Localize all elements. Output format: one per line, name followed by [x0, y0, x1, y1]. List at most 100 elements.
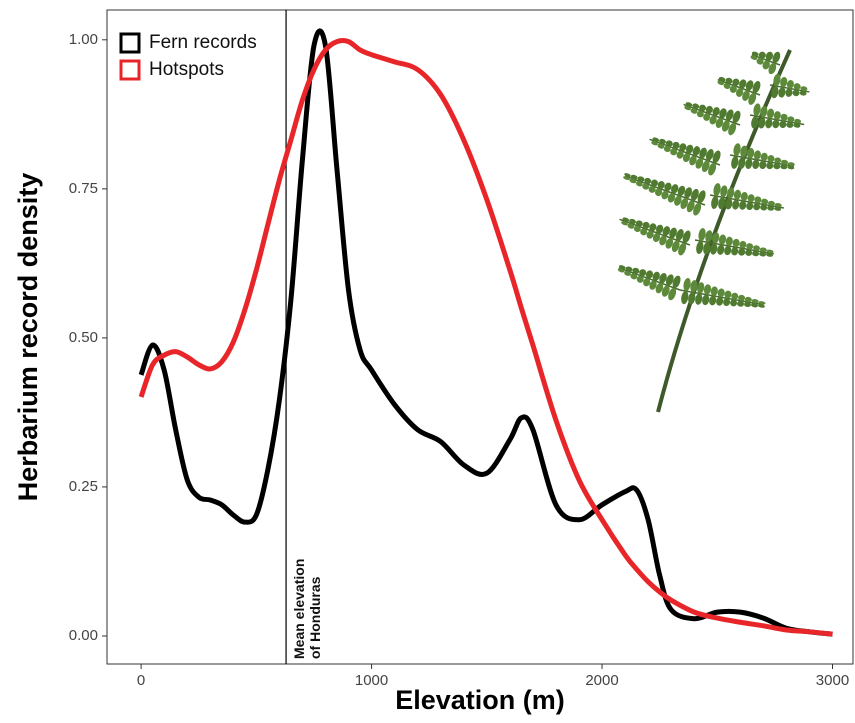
fern-leaflet [695, 293, 703, 305]
fern-leaflet [772, 51, 781, 64]
fern-leaflet [752, 250, 760, 257]
fern-leaflet [748, 92, 757, 105]
fern-leaflet [793, 83, 801, 90]
fern-leaflet [633, 225, 641, 233]
fern-leaflet [768, 200, 775, 206]
fern-leaflet [712, 232, 720, 244]
fern-leaflet [661, 190, 669, 200]
fern-leaflet [780, 113, 788, 121]
fern-leaflet [718, 234, 727, 245]
x-tick-label: 3000 [816, 672, 849, 689]
fern-leaflet [718, 76, 726, 82]
fern-leaflet [759, 247, 767, 253]
fern-leaflet [695, 158, 704, 169]
fern-leaflet [786, 122, 794, 128]
legend-swatch [119, 32, 141, 54]
fern-leaflet [740, 191, 748, 201]
fern-leaflet [661, 285, 670, 297]
fern-leaflet [725, 198, 733, 210]
fern-leaflet [690, 188, 699, 201]
fern-pinna [619, 217, 691, 256]
fern-leaflet [767, 155, 775, 163]
fern-leaflet [721, 120, 730, 132]
fern-leaflet [705, 105, 713, 114]
fern-leaflet [760, 152, 768, 161]
fern-leaflet [747, 147, 755, 159]
fern-leaflet [648, 185, 656, 193]
fern-leaflet [785, 88, 793, 97]
fern-leaflet [629, 218, 636, 225]
fern-leaflet [753, 203, 761, 211]
fern-leaflet [667, 193, 676, 203]
fern-leaflet [774, 203, 782, 208]
fern-leaflet [668, 287, 677, 301]
fern-leaflet [703, 113, 711, 121]
fern-leaflet [699, 147, 707, 159]
fern-rachis [679, 289, 764, 306]
fern-leaflet [617, 268, 625, 273]
fern-pinna [679, 277, 766, 308]
fern-leaflet [715, 118, 724, 129]
fern-leaflet [692, 103, 700, 109]
fern-leaflet [652, 233, 661, 243]
fern-leaflet [727, 187, 735, 199]
fern-leaflet [765, 51, 774, 61]
fern-leaflet [732, 238, 740, 248]
fern-leaflet [680, 198, 689, 210]
fern-leaflet [675, 229, 684, 241]
fern-leaflet [663, 145, 671, 153]
fern-leaflet [642, 183, 650, 190]
fern-leaflet [767, 205, 775, 211]
fern-leaflet [709, 115, 717, 125]
fern-leaflet [693, 202, 702, 216]
fern-leaflet [659, 138, 666, 145]
y-tick-label: 0.25 [69, 478, 98, 495]
fern-leaflet [712, 150, 721, 164]
fern-leaflet [773, 111, 781, 120]
fern-leaflet [685, 102, 693, 107]
fern-leaflet [719, 108, 727, 119]
fern-leaflet [771, 86, 779, 99]
legend-label: Hotspots [149, 59, 224, 80]
fern-leaflet [751, 51, 759, 57]
fern-leaflet [718, 197, 726, 210]
fern-leaflet [651, 179, 658, 187]
y-axis-title: Herbarium record density [13, 173, 43, 502]
fern-leaflet [629, 178, 637, 184]
fern-leaflet [723, 83, 731, 89]
fern-leaflet [745, 80, 754, 91]
fern-leaflet [729, 85, 737, 93]
fern-leaflet [752, 159, 760, 170]
fern-leaflet [731, 247, 739, 256]
fern-leaflet [750, 55, 758, 60]
fern-leaflet [725, 236, 733, 246]
fern-leaflet [725, 77, 733, 84]
fern-pinna [717, 76, 761, 105]
fern-leaflet [622, 217, 630, 222]
fern-leaflet [740, 145, 748, 158]
fern-leaflet [697, 190, 706, 204]
fern-leaflet [733, 189, 742, 200]
legend-swatch [119, 59, 141, 81]
fern-leaflet [773, 163, 781, 170]
fern-leaflet [659, 273, 667, 284]
y-tick-label: 1.00 [69, 31, 98, 48]
fern-leaflet [711, 196, 719, 209]
fern-rachis [729, 154, 795, 168]
fern-pinna [649, 137, 721, 176]
fern-leaflet [751, 299, 759, 304]
fern-leaflet [787, 165, 795, 170]
fern-leaflet [696, 110, 704, 118]
fern-leaflet [778, 87, 786, 98]
fern-pinna [769, 73, 810, 99]
fern-leaflet [732, 199, 740, 210]
fern-leaflet [665, 274, 674, 286]
fern-pinna [623, 173, 706, 216]
series-line [138, 38, 833, 637]
fern-leaflet [779, 120, 787, 129]
fern-leaflet [644, 177, 652, 185]
fern-leaflet [684, 187, 692, 199]
fern-rachis [749, 114, 805, 126]
fern-leaflet [745, 249, 753, 256]
fern-leaflet [713, 183, 721, 197]
